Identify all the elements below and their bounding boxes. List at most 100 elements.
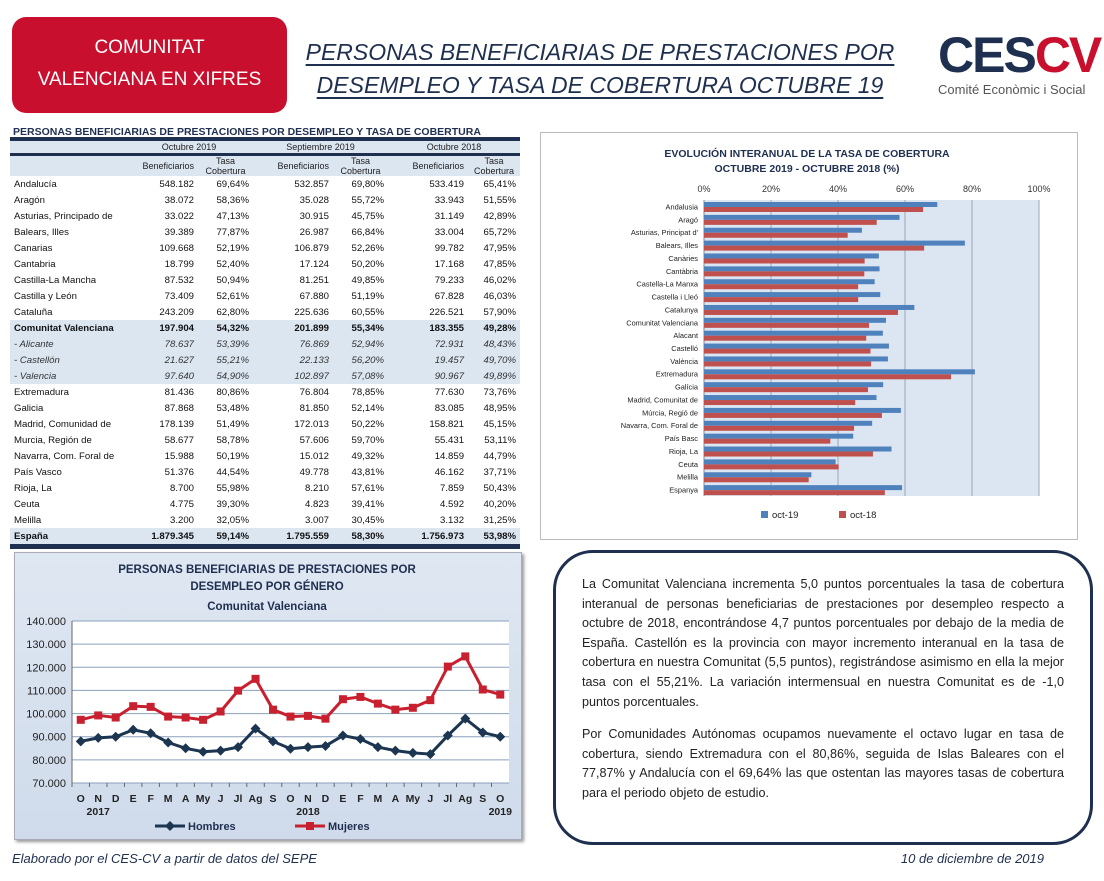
legend-swatch-oct-19: [761, 511, 768, 518]
row-beneficiarios: 35.028: [299, 194, 330, 206]
marker-Mujeres: [164, 712, 173, 721]
table-sub-header: Beneficiarios Tasa Cobertura Beneficiarios…: [10, 154, 521, 176]
row-tasa: 51,55%: [483, 194, 517, 206]
row-tasa: 58,30%: [333, 528, 389, 544]
row-tasa: 58,36%: [216, 194, 250, 206]
header-tasa-cobertura: Tasa Cobertura: [198, 154, 254, 176]
bar-oct-18: [704, 451, 873, 457]
header-beneficiarios: Beneficiarios: [388, 154, 469, 176]
bar-oct-18: [704, 477, 809, 483]
marker-Hombres: [425, 749, 436, 760]
marker-Hombres: [180, 743, 191, 754]
bar-oct-18: [704, 258, 865, 264]
row-tasa: 47,85%: [483, 258, 517, 270]
row-beneficiarios: 226.521: [429, 306, 465, 318]
row-beneficiarios: 15.012: [299, 450, 330, 462]
table-row: Castilla-La Mancha 87.532 50,94% 81.251 49,8…: [10, 272, 520, 288]
row-beneficiarios: 31.149: [434, 210, 465, 222]
row-tasa: 56,20%: [333, 352, 389, 368]
bar-oct-18: [704, 207, 924, 212]
x-tick-label: N: [94, 793, 102, 805]
row-beneficiarios: 19.457: [388, 352, 469, 368]
x-tick-label: 60%: [896, 184, 914, 194]
row-beneficiarios: 33.004: [434, 226, 465, 238]
marker-Mujeres: [338, 695, 347, 704]
row-beneficiarios: 79.233: [434, 274, 465, 286]
bar-oct-18: [704, 387, 868, 393]
bar-oct-18: [704, 374, 952, 380]
x-tick-label: O: [77, 793, 85, 805]
row-tasa: 59,70%: [351, 434, 385, 446]
table-row: Galicia 87.868 53,48% 81.850 52,14% 83.085 48,…: [10, 400, 520, 416]
row-name: - Castellón: [10, 352, 125, 368]
row-tasa: 50,94%: [216, 274, 250, 286]
row-tasa: 55,34%: [333, 320, 389, 336]
row-tasa: 77,87%: [216, 226, 250, 238]
y-tick-label: 110.000: [27, 685, 66, 697]
x-tick-label: S: [270, 793, 277, 805]
badge-line-1: COMUNITAT: [94, 37, 205, 58]
x-tick-label: E: [130, 793, 137, 805]
x-tick-label: Jl: [443, 793, 452, 805]
row-name: - Alicante: [10, 336, 125, 352]
row-tasa: 39,41%: [351, 498, 385, 510]
row-name: Balears, Illes: [14, 226, 69, 238]
x-tick-label: Ag: [249, 793, 263, 805]
row-beneficiarios: 243.209: [159, 306, 194, 318]
marker-Hombres: [93, 732, 104, 743]
marker-Hombres: [320, 740, 331, 751]
row-beneficiarios: 201.899: [253, 320, 334, 336]
row-beneficiarios: 76.869: [253, 336, 334, 352]
row-beneficiarios: 33.022: [164, 210, 194, 222]
marker-Mujeres: [216, 707, 225, 716]
row-beneficiarios: 90.967: [388, 368, 469, 384]
footer-date: 10 de diciembre de 2019: [900, 851, 1044, 866]
row-beneficiarios: 33.943: [434, 194, 465, 206]
bar-oct-19: [704, 382, 884, 388]
marker-Hombres: [145, 728, 156, 739]
row-tasa: 51,49%: [216, 418, 250, 430]
x-tick-label: My: [406, 793, 421, 805]
row-beneficiarios: 30.915: [299, 210, 330, 222]
category-label: Alacant: [673, 331, 698, 340]
bar-chart-subtitle: OCTUBRE 2019 - OCTUBRE 2018 (%): [715, 163, 900, 175]
row-beneficiarios: 109.668: [159, 242, 194, 254]
marker-Hombres: [128, 724, 139, 735]
table-group-header: Octubre 2019 Septiembre 2019 Octubre 201…: [10, 141, 521, 156]
row-beneficiarios: 87.532: [164, 274, 194, 286]
table-row: Navarra, Com. Foral de 15.988 50,19% 15.012…: [10, 448, 520, 464]
row-beneficiarios: 548.182: [159, 178, 194, 190]
marker-Mujeres: [426, 696, 435, 705]
row-tasa: 55,21%: [198, 352, 254, 368]
bar-oct-19: [704, 292, 881, 298]
bar-oct-19: [704, 279, 875, 285]
bar-oct-19: [704, 266, 880, 272]
row-tasa: 39,30%: [216, 498, 250, 510]
row-tasa: 52,40%: [216, 258, 250, 270]
marker-Mujeres: [146, 702, 155, 711]
summary-paragraph-2: Por Comunidades Autónomas ocupamos nueva…: [582, 727, 1064, 800]
legend-marker: [306, 822, 314, 830]
legend-label: oct-19: [772, 510, 798, 521]
marker-Hombres: [163, 737, 174, 748]
row-name: País Vasco: [14, 466, 62, 478]
row-beneficiarios: 3.007: [305, 514, 330, 526]
category-label: Balears, Illes: [656, 241, 699, 250]
x-tick-label: 20%: [762, 184, 780, 194]
coverage-bar-chart: EVOLUCIÓN INTERANUAL DE LA TASA DE COBER…: [540, 132, 1078, 540]
row-beneficiarios: 106.879: [294, 242, 330, 254]
table-row: País Vasco 51.376 44,54% 49.778 43,81% 46.162…: [10, 464, 520, 480]
category-label: Múrcia, Regió de: [642, 408, 698, 417]
bar-oct-18: [704, 335, 867, 341]
x-tick-label: D: [322, 793, 330, 805]
row-beneficiarios: 97.640: [125, 368, 198, 384]
y-tick-label: 70.000: [32, 778, 66, 790]
marker-Mujeres: [94, 711, 103, 720]
x-tick-label: O: [496, 793, 504, 805]
row-beneficiarios: 81.436: [164, 386, 194, 398]
row-tasa: 51,19%: [351, 290, 385, 302]
bar-oct-18: [704, 271, 865, 277]
row-beneficiarios: 57.606: [299, 434, 330, 446]
row-beneficiarios: 3.132: [440, 514, 465, 526]
row-beneficiarios: 15.988: [164, 450, 194, 462]
